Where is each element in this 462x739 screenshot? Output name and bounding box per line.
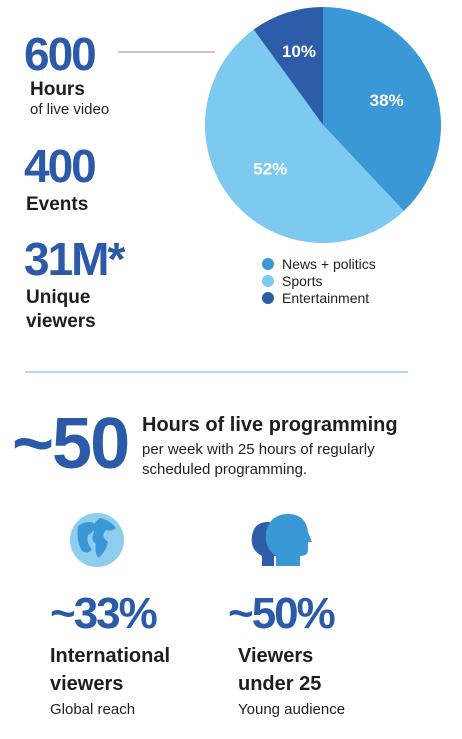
stat-number: 400 <box>24 140 95 192</box>
heads-icon <box>251 514 312 566</box>
highlight-caption: Young audience <box>238 701 345 718</box>
programming-text: scheduled programming. <box>142 461 307 478</box>
slice-label: 10% <box>282 42 316 61</box>
stat-label: viewers <box>26 311 96 332</box>
pie-chart: 38% 52% 10% News + politicsSportsEntertainm… <box>204 7 441 306</box>
highlight-label: Viewers <box>238 645 313 667</box>
stat-label: Events <box>26 194 88 215</box>
legend-label: News + politics <box>282 256 376 272</box>
pie-slice <box>204 29 404 244</box>
programming-number: ~50 <box>12 404 128 484</box>
legend-swatch <box>262 275 274 287</box>
highlight-number: ~50% <box>228 589 335 638</box>
pie-slice <box>253 7 323 125</box>
stat-number: 600 <box>24 28 95 80</box>
stat-label: Unique <box>26 287 90 308</box>
legend-swatch <box>262 292 274 304</box>
globe-icon <box>70 513 124 567</box>
programming-title: Hours of live programming <box>142 414 398 436</box>
legend-label: Sports <box>282 273 322 289</box>
programming-text: per week with 25 hours of regularly <box>142 441 375 458</box>
highlight-caption: Global reach <box>50 701 135 718</box>
slice-label: 52% <box>253 160 287 179</box>
legend-swatch <box>262 258 274 270</box>
stat-number: 31M* <box>24 233 125 285</box>
stat-label: Hours <box>30 79 85 100</box>
slice-label: 38% <box>370 91 404 110</box>
highlight-label: viewers <box>50 673 123 695</box>
stat-sublabel: of live video <box>30 101 109 118</box>
highlight-label: under 25 <box>238 673 321 695</box>
pie-slice <box>323 7 441 212</box>
highlight-label: International <box>50 645 170 667</box>
highlight-number: ~33% <box>50 589 157 638</box>
legend-label: Entertainment <box>282 290 369 306</box>
